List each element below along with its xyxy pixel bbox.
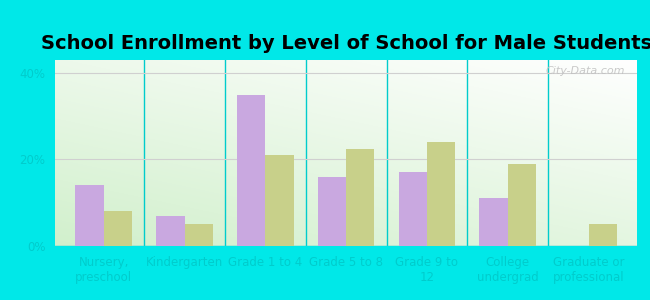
Bar <box>318 177 346 246</box>
Bar <box>588 224 617 246</box>
Bar <box>398 172 427 246</box>
Text: City-Data.com: City-Data.com <box>546 66 625 76</box>
Bar <box>75 185 104 246</box>
Title: School Enrollment by Level of School for Male Students: School Enrollment by Level of School for… <box>40 34 650 53</box>
Bar <box>480 198 508 246</box>
Bar <box>427 142 455 246</box>
Bar <box>508 164 536 246</box>
Bar <box>237 94 265 246</box>
Bar <box>156 216 185 246</box>
Bar <box>346 149 374 246</box>
Bar <box>104 212 132 246</box>
Bar <box>185 224 213 246</box>
Bar <box>265 155 294 246</box>
